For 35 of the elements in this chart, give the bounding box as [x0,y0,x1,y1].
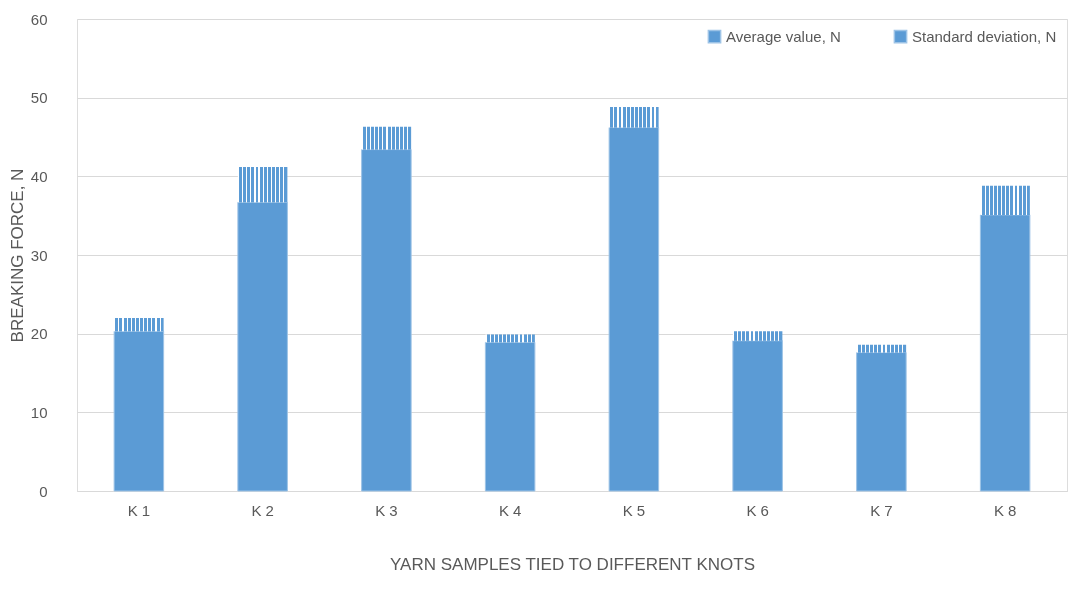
x-tick-label: K 8 [993,501,1017,519]
legend-label: Average value, N [726,27,841,45]
bar [113,330,165,492]
y-axis-title: BREAKING FORCE, N [7,168,27,343]
y-tick-label: 0 [39,482,48,500]
x-axis-title: YARN SAMPLES TIED TO DIFFERENT KNOTS [390,554,755,574]
x-tick-label: K 1 [127,501,151,519]
bar [114,317,164,332]
bar [484,341,536,492]
x-tick-label: K 4 [498,501,522,519]
y-tick-label: 50 [30,89,48,107]
bar [361,126,412,150]
bar [856,352,907,492]
bar [856,344,907,353]
bar [485,334,535,343]
bar [732,331,783,341]
x-tick-label: K 7 [870,501,893,519]
x-tick-label: K 3 [375,501,398,519]
bar [237,166,288,203]
bar [609,107,659,128]
bar [608,127,660,492]
bar [980,185,1030,215]
bar [361,149,412,492]
x-tick-label: K 5 [622,501,646,519]
y-tick-label: 10 [30,403,48,421]
x-tick-label: K 6 [746,501,769,519]
bar [979,214,1031,492]
y-tick-label: 20 [30,325,48,343]
y-tick-label: 30 [30,246,48,264]
x-tick-label: K 2 [251,501,274,519]
bar [732,340,783,492]
legend-label: Standard deviation, N [912,27,1057,45]
y-tick-label: 40 [30,167,48,185]
bar [237,201,288,492]
y-tick-label: 60 [30,10,48,28]
